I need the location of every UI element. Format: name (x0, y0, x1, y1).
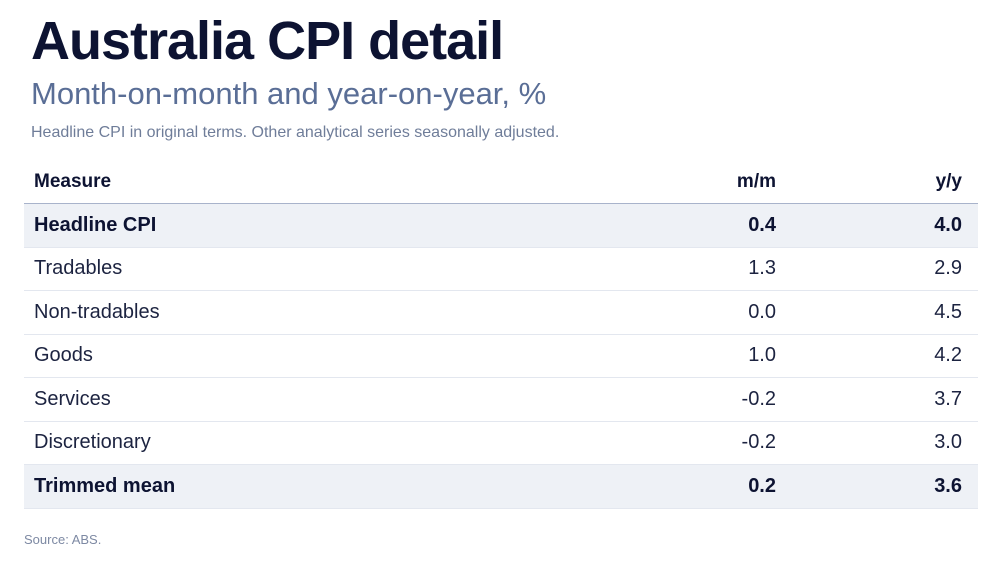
yy-cell: 4.2 (934, 344, 962, 367)
yy-cell: 3.7 (934, 387, 962, 410)
yy-cell: 3.6 (934, 474, 962, 497)
yy-cell: 2.9 (934, 257, 962, 280)
page-subtitle: Month-on-month and year-on-year, % (31, 76, 547, 111)
measure-cell: Goods (34, 344, 93, 367)
mm-cell: -0.2 (741, 387, 776, 410)
table-row: Headline CPI 0.4 4.0 (24, 204, 978, 248)
mm-cell: 0.2 (748, 474, 776, 497)
mm-cell: -0.2 (741, 431, 776, 454)
measure-cell: Tradables (34, 257, 123, 280)
measure-cell: Headline CPI (34, 213, 157, 236)
measure-cell: Discretionary (34, 431, 151, 454)
table-row: Services -0.2 3.7 (24, 378, 978, 422)
table-note: Headline CPI in original terms. Other an… (31, 124, 560, 141)
column-header-yy: y/y (935, 170, 962, 192)
page-title: Australia CPI detail (31, 11, 504, 71)
yy-cell: 3.0 (934, 431, 962, 454)
table-header: Measure m/m y/y (24, 160, 978, 204)
mm-cell: 0.0 (748, 300, 776, 323)
mm-cell: 1.0 (748, 344, 776, 367)
column-header-measure: Measure (34, 170, 112, 192)
cpi-table: Measure m/m y/y Headline CPI 0.4 4.0 Tra… (24, 160, 978, 509)
table-row: Goods 1.0 4.2 (24, 335, 978, 378)
table-row: Non-tradables 0.0 4.5 (24, 291, 978, 335)
table-row: Trimmed mean 0.2 3.6 (24, 465, 978, 509)
column-header-mm: m/m (736, 170, 776, 192)
yy-cell: 4.0 (934, 213, 962, 236)
measure-cell: Non-tradables (34, 300, 160, 323)
mm-cell: 0.4 (748, 213, 776, 236)
yy-cell: 4.5 (934, 300, 962, 323)
measure-cell: Services (34, 387, 111, 410)
measure-cell: Trimmed mean (34, 474, 176, 497)
mm-cell: 1.3 (748, 257, 776, 280)
table-row: Discretionary -0.2 3.0 (24, 422, 978, 465)
table-row: Tradables 1.3 2.9 (24, 248, 978, 291)
source-note: Source: ABS. (24, 532, 102, 547)
